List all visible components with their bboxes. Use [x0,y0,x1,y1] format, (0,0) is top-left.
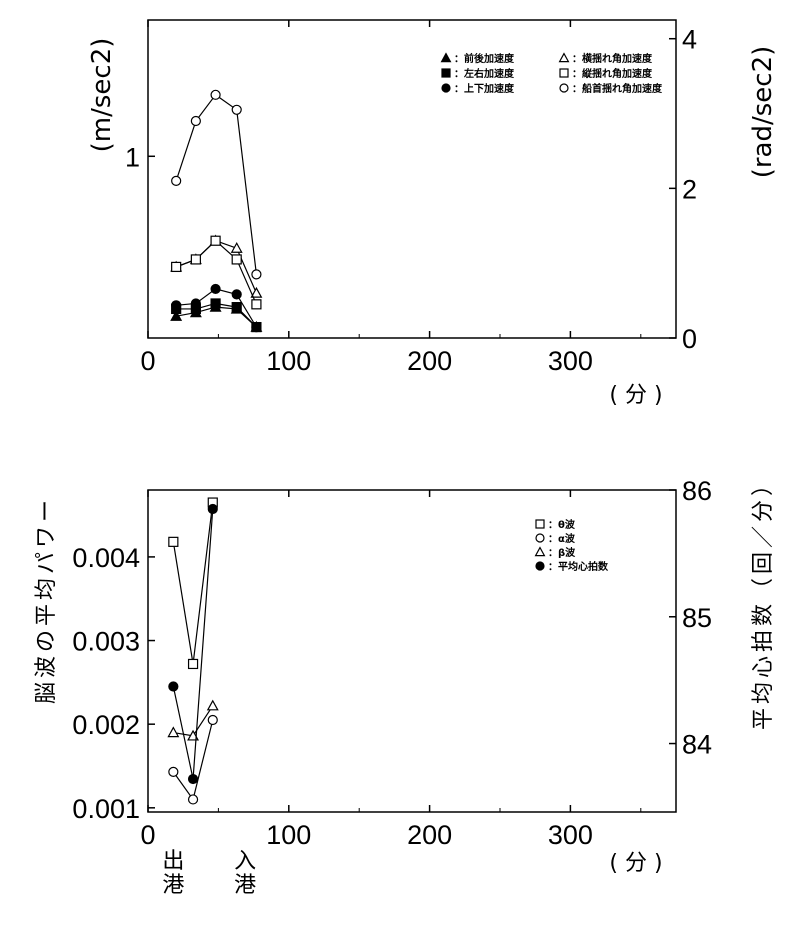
data-point [190,298,201,309]
x-annotation-char: 入 [234,849,256,874]
data-point [187,794,199,805]
x-annotation-char: 港 [162,873,184,898]
y-right-tick-label: 4 [682,25,697,55]
y-right-tick-label: 86 [682,476,712,506]
data-point [168,681,179,692]
legend-marker [535,561,545,571]
x-axis-unit: ( 分 ) [609,851,662,876]
data-point [231,104,242,115]
legend-label: ：α波 [548,532,576,545]
legend-marker [535,519,545,529]
legend-label: ：前後加速度 [454,52,515,65]
x-tick-label: 200 [407,820,452,850]
data-point [231,302,242,313]
x-tick-label: 300 [548,346,593,376]
y-left-tick-label: 1 [125,142,140,172]
data-point [168,766,179,777]
legend-label: ：船首揺れ角加速度 [572,82,663,95]
data-point [210,283,221,295]
data-point [210,298,221,309]
data-point [210,235,221,246]
y-left-tick-label: 0.003 [72,627,140,657]
data-point [231,289,242,300]
y-left-tick-label: 0.002 [72,710,140,740]
plot-frame [147,489,677,813]
acceleration-chart: 0 100 200 300 ( 分 ) 1 0 2 4 ：前後加速度 ：左右加速度 ：上下加速度 ：横揺… [87,19,778,408]
series-line [175,93,258,275]
series-line [175,239,257,305]
legend-label: ：θ波 [548,518,576,531]
y-right-tick-label: 84 [682,730,712,760]
data-point [171,175,182,186]
data-point [250,286,263,298]
y-right-tick-label: 0 [682,324,697,354]
data-point [210,89,221,100]
y-axis-left-title: 脳波の平均パワー [34,496,59,704]
data-point [167,726,180,738]
legend-label: ：平均心拍数 [548,560,609,573]
x-tick-label: 0 [140,820,155,850]
y-axis-right-title: 平均心拍数（回／分） [751,470,776,730]
data-point [190,115,201,127]
legend-marker [535,533,545,543]
y-axis-right-title: (rad/sec2) [748,46,778,179]
data-point [251,269,262,280]
legend-marker [559,68,569,78]
legend-marker [441,83,451,93]
data-point [251,321,262,333]
data-point [190,254,201,265]
data-point [168,536,179,547]
y-axis-left-title: (m/sec2) [87,38,117,153]
legend-label: ：横揺れ角加速度 [572,52,653,65]
legend-label: ：縦揺れ角加速度 [572,67,653,80]
legend-marker [440,52,452,63]
data-point [207,503,218,515]
y-right-tick-label: 85 [682,603,712,633]
data-point [251,299,262,310]
legend-marker [558,52,570,63]
data-point [171,261,182,273]
data-point [207,714,218,726]
x-tick-label: 100 [266,820,311,850]
plot-frame [147,19,677,339]
y-left-tick-label: 0.004 [72,543,140,573]
x-annotation-char: 港 [234,873,256,898]
legend-marker [534,546,546,557]
legend-marker [559,83,569,93]
data-point [187,773,199,785]
eeg-heart-rate-chart: 0 100 200 300 ( 分 ) 0.001 0.002 0.003 0.004 84 85 8… [34,470,776,898]
data-point [230,242,243,253]
x-tick-label: 100 [266,346,311,376]
data-point [231,254,242,265]
data-point [187,658,199,670]
x-axis-unit: ( 分 ) [609,383,662,408]
x-tick-label: 200 [407,346,452,376]
x-tick-label: 0 [140,346,155,376]
data-point [170,309,183,321]
legend-label: ：左右加速度 [454,67,515,80]
x-annotation-char: 出 [162,849,184,874]
legend-marker [441,68,451,78]
data-point [206,699,219,711]
y-right-tick-label: 2 [682,174,697,204]
data-point [171,300,182,311]
legend-label: ：β波 [548,546,576,559]
x-tick-label: 300 [548,820,593,850]
legend-label: ：上下加速度 [454,82,515,95]
y-left-tick-label: 0.001 [72,794,140,824]
